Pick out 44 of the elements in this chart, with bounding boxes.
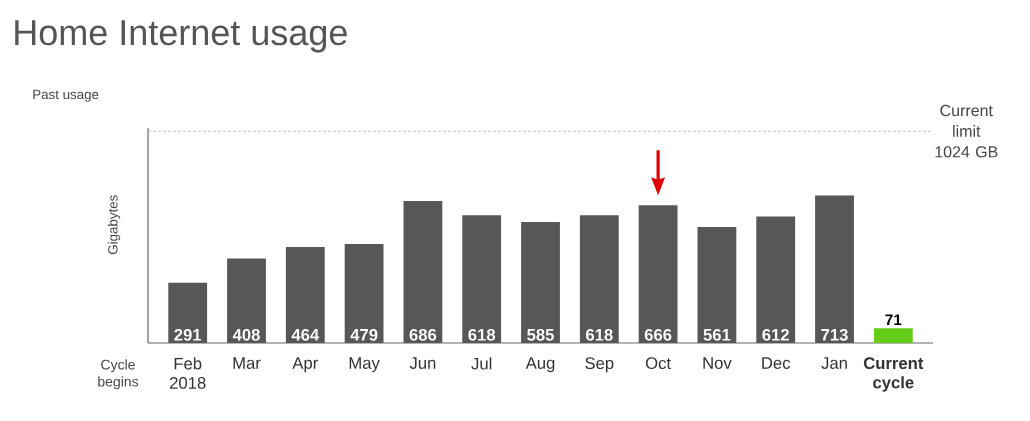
chart-subtitle: Past usage xyxy=(33,89,99,102)
data-label: 713 xyxy=(821,328,848,341)
bar xyxy=(756,216,796,343)
data-label: 666 xyxy=(644,328,672,341)
data-label: 408 xyxy=(232,328,260,341)
x-tick-label: Sep xyxy=(585,357,614,373)
text: Cycle begins xyxy=(98,359,139,390)
bar xyxy=(285,247,325,343)
x-tick-label: May xyxy=(349,357,380,373)
x-tick-label: Nov xyxy=(703,357,732,369)
bar xyxy=(462,215,502,343)
chart-title: Home Internet usage xyxy=(15,20,347,53)
data-label: 585 xyxy=(527,328,554,341)
data-label: 618 xyxy=(468,328,496,341)
x-tick-label: Jul xyxy=(471,357,492,370)
data-label: 618 xyxy=(586,328,613,341)
data-label: 686 xyxy=(409,328,437,341)
x-tick-label: Feb 2018 xyxy=(169,357,206,389)
x-tick-label: Aug xyxy=(525,357,555,373)
bar xyxy=(227,258,266,343)
bar xyxy=(873,328,913,343)
data-label: 291 xyxy=(174,328,202,341)
ref-line-label: Current limit 1024 GB xyxy=(935,104,998,158)
x-tick-label: Jun xyxy=(409,357,436,369)
data-label: 612 xyxy=(762,328,789,341)
data-label: 479 xyxy=(350,328,378,341)
bar xyxy=(521,221,560,343)
bar xyxy=(638,205,678,343)
y-axis-title: Gigabytes xyxy=(107,195,121,255)
bar xyxy=(697,226,737,343)
data-label: 464 xyxy=(291,328,320,341)
bar xyxy=(168,282,208,343)
x-tick-label: Oct xyxy=(645,357,671,370)
data-label: 561 xyxy=(703,328,731,341)
x-tick-label: Mar xyxy=(233,357,261,369)
bar xyxy=(344,243,384,343)
bar xyxy=(403,201,443,343)
x-tick-label: Current cycle xyxy=(863,357,924,392)
bar xyxy=(579,215,619,343)
x-tick-label: Dec xyxy=(762,357,791,369)
x-tick-label: Jan xyxy=(821,357,847,369)
x-tick-label: Apr xyxy=(292,357,318,373)
bar xyxy=(815,195,854,343)
data-label: 71 xyxy=(885,314,902,326)
